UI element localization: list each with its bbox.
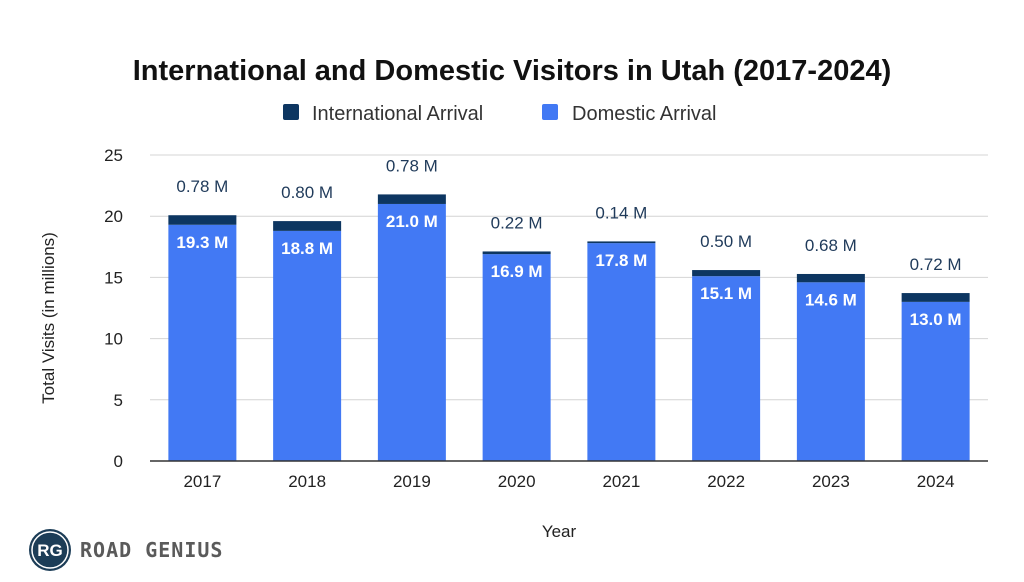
y-tick-label: 20 xyxy=(104,207,123,226)
brand: RG ROAD GENIUS xyxy=(29,529,223,571)
bar-international-2024 xyxy=(901,293,970,302)
bar-domestic-2022 xyxy=(692,276,761,461)
y-tick-label: 15 xyxy=(104,268,123,287)
bar-international-2021 xyxy=(587,241,656,244)
bar-domestic-2024 xyxy=(901,301,970,461)
brand-logo-ring xyxy=(31,531,69,569)
data-label-domestic-2021: 17.8 M xyxy=(595,251,647,270)
y-tick-label: 0 xyxy=(114,452,123,471)
bar-international-2022 xyxy=(692,270,761,277)
bar-international-2018 xyxy=(273,221,342,231)
data-label-international-2024: 0.72 M xyxy=(910,255,962,274)
data-label-international-2020: 0.22 M xyxy=(491,213,543,232)
axes: 0 5 10 15 20 25 2017 2018 2019 2020 2021 2022 2023 20… xyxy=(104,146,988,491)
data-label-domestic-2022: 15.1 M xyxy=(700,284,752,303)
legend-swatch-international xyxy=(283,104,299,120)
bar-domestic-2020 xyxy=(482,254,551,461)
brand-logo-text: RG xyxy=(37,541,63,560)
chart-title: International and Domestic Visitors in U… xyxy=(133,55,892,87)
bar-international-2019 xyxy=(377,194,446,204)
data-label-international-2022: 0.50 M xyxy=(700,232,752,251)
bar-domestic-2019 xyxy=(377,203,446,461)
bar-domestic-2018 xyxy=(273,230,342,461)
y-tick-label: 25 xyxy=(104,146,123,165)
legend-label-domestic: Domestic Arrival xyxy=(572,103,716,125)
data-label-international-2021: 0.14 M xyxy=(595,203,647,222)
x-tick-label: 2024 xyxy=(917,472,955,491)
data-label-international-2019: 0.78 M xyxy=(386,156,438,175)
data-label-international-2018: 0.80 M xyxy=(281,183,333,202)
brand-name: ROAD GENIUS xyxy=(80,538,223,562)
legend-label-international: International Arrival xyxy=(312,103,483,125)
x-tick-label: 2021 xyxy=(602,472,640,491)
bar-domestic-2021 xyxy=(587,243,656,461)
x-tick-label: 2019 xyxy=(393,472,431,491)
data-label-domestic-2019: 21.0 M xyxy=(386,212,438,231)
legend-swatch-domestic xyxy=(542,104,558,120)
legend: International Arrival Domestic Arrival xyxy=(283,103,716,125)
x-tick-label: 2020 xyxy=(498,472,536,491)
x-tick-label: 2023 xyxy=(812,472,850,491)
x-tick-label: 2018 xyxy=(288,472,326,491)
brand-logo-icon xyxy=(29,529,71,571)
data-label-domestic-2023: 14.6 M xyxy=(805,290,857,309)
y-tick-label: 10 xyxy=(104,330,123,349)
x-tick-label: 2022 xyxy=(707,472,745,491)
data-label-international-2023: 0.68 M xyxy=(805,236,857,255)
data-label-international-2017: 0.78 M xyxy=(176,177,228,196)
x-axis-title: Year xyxy=(542,522,577,541)
x-tick-label: 2017 xyxy=(183,472,221,491)
bar-international-2020 xyxy=(482,251,551,255)
data-labels: 0.78 M 19.3 M 0.80 M 18.8 M 0.78 M 21.0 M 0.22… xyxy=(176,156,961,328)
data-label-domestic-2018: 18.8 M xyxy=(281,239,333,258)
y-tick-label: 5 xyxy=(114,391,123,410)
bar-domestic-2017 xyxy=(168,224,237,461)
bars xyxy=(168,194,970,461)
data-label-domestic-2017: 19.3 M xyxy=(176,233,228,252)
data-label-domestic-2020: 16.9 M xyxy=(491,262,543,281)
bar-international-2017 xyxy=(168,215,237,225)
y-axis-title: Total Visits (in millions) xyxy=(39,232,58,404)
bar-domestic-2023 xyxy=(796,282,865,461)
bar-international-2023 xyxy=(796,273,865,283)
data-label-domestic-2024: 13.0 M xyxy=(910,310,962,329)
